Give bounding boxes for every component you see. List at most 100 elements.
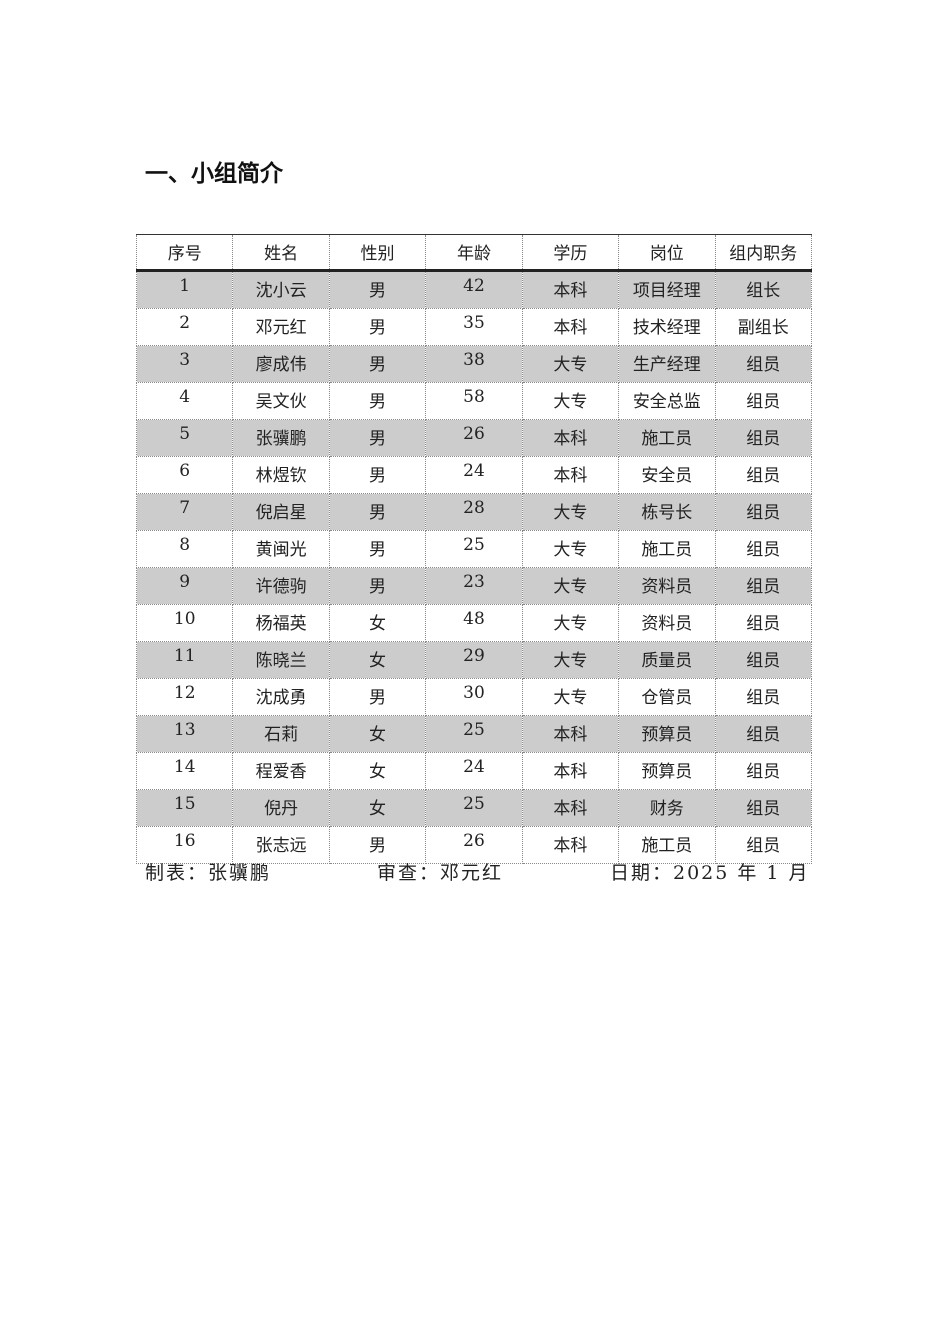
made-by: 制表：张骥鹏: [145, 862, 272, 884]
table-cell: 倪丹: [232, 789, 330, 827]
table-cell: 男: [328, 567, 427, 605]
table-cell: 本科: [521, 789, 620, 827]
table-row: 14 程爱香女 24 本科 预算员 组员: [135, 752, 813, 790]
table-cell: 栋号长: [618, 493, 716, 531]
table-cell: 女: [328, 715, 427, 753]
column-header: 岗位: [618, 234, 716, 272]
table-cell: 7: [135, 493, 234, 531]
table-cell: 25: [425, 530, 523, 568]
table-cell: 组员: [714, 715, 813, 753]
table-cell: 施工员: [618, 530, 716, 568]
table-cell: 组员: [714, 826, 813, 864]
table-cell: 本科: [521, 456, 620, 494]
table-cell: 男: [328, 270, 427, 309]
table-cell: 男: [328, 382, 427, 420]
table-cell: 廖成伟: [232, 345, 330, 383]
table-cell: 38: [425, 345, 523, 383]
table-cell: 安全总监: [618, 382, 716, 420]
table-cell: 35: [425, 308, 523, 346]
table-cell: 石莉: [232, 715, 330, 753]
table-cell: 男: [328, 678, 427, 716]
table-cell: 大专: [521, 382, 620, 420]
table-cell: 大专: [521, 678, 620, 716]
table-cell: 1: [135, 270, 234, 309]
table-cell: 女: [328, 752, 427, 790]
table-cell: 本科: [521, 752, 620, 790]
table-header-row: 序号 姓名 性别 年龄 学历 岗位 组内职务: [135, 234, 813, 272]
table-cell: 15: [135, 789, 234, 827]
table-cell: 26: [425, 419, 523, 457]
table-cell: 程爱香: [232, 752, 330, 790]
table-cell: 2: [135, 308, 234, 346]
table-row: 1 沈小云男 42 本科 项目经理 组长: [135, 270, 813, 309]
table-cell: 大专: [521, 530, 620, 568]
table-cell: 预算员: [618, 752, 716, 790]
table-cell: 58: [425, 382, 523, 420]
table-cell: 施工员: [618, 419, 716, 457]
table-cell: 男: [328, 530, 427, 568]
table-cell: 倪启星: [232, 493, 330, 531]
table-cell: 23: [425, 567, 523, 605]
table-cell: 42: [425, 270, 523, 309]
table-cell: 大专: [521, 641, 620, 679]
table-row: 6 林煜钦男 24 本科 安全员 组员: [135, 456, 813, 494]
table-cell: 男: [328, 456, 427, 494]
table-cell: 大专: [521, 345, 620, 383]
table-cell: 资料员: [618, 604, 716, 642]
table-cell: 杨福英: [232, 604, 330, 642]
table-cell: 男: [328, 308, 427, 346]
table-cell: 组长: [714, 270, 813, 309]
table-cell: 10: [135, 604, 234, 642]
table-cell: 男: [328, 345, 427, 383]
table-cell: 大专: [521, 567, 620, 605]
table-cell: 林煜钦: [232, 456, 330, 494]
table-cell: 16: [135, 826, 234, 864]
table-cell: 6: [135, 456, 234, 494]
table-cell: 张志远: [232, 826, 330, 864]
table-row: 15 倪丹女 25 本科 财务 组员: [135, 789, 813, 827]
table-cell: 男: [328, 826, 427, 864]
table-row: 5 张骥鹏男 26 本科 施工员 组员: [135, 419, 813, 457]
table-cell: 5: [135, 419, 234, 457]
group-member-table: 序号 姓名 性别 年龄 学历 岗位 组内职务 1 沈小云男 42 本科 项目经理 组长 2 邓元红男 35 本…: [135, 234, 813, 864]
table-cell: 组员: [714, 789, 813, 827]
table-cell: 12: [135, 678, 234, 716]
table-cell: 组员: [714, 641, 813, 679]
table-row: 8 黄闽光男 25 大专 施工员 组员: [135, 530, 813, 568]
table-cell: 本科: [521, 826, 620, 864]
table-cell: 组员: [714, 345, 813, 383]
table-cell: 组员: [714, 456, 813, 494]
table-cell: 30: [425, 678, 523, 716]
table-cell: 组员: [714, 678, 813, 716]
table-cell: 24: [425, 456, 523, 494]
table-cell: 邓元红: [232, 308, 330, 346]
table-cell: 施工员: [618, 826, 716, 864]
table-row: 2 邓元红男 35 本科 技术经理 副组长: [135, 308, 813, 346]
table-cell: 本科: [521, 419, 620, 457]
table-cell: 组员: [714, 493, 813, 531]
table-cell: 24: [425, 752, 523, 790]
section-title: 一、小组简介: [145, 161, 283, 187]
table-row: 10 杨福英女 48 大专 资料员 组员: [135, 604, 813, 642]
table-row: 16 张志远男 26 本科 施工员 组员: [135, 826, 813, 864]
table-cell: 黄闽光: [232, 530, 330, 568]
table-cell: 组员: [714, 419, 813, 457]
table-cell: 组员: [714, 567, 813, 605]
table-cell: 14: [135, 752, 234, 790]
table-cell: 25: [425, 789, 523, 827]
table-cell: 生产经理: [618, 345, 716, 383]
table-cell: 本科: [521, 308, 620, 346]
table-cell: 48: [425, 604, 523, 642]
table-cell: 本科: [521, 715, 620, 753]
table-cell: 仓管员: [618, 678, 716, 716]
table-cell: 沈小云: [232, 270, 330, 309]
table-row: 13 石莉女 25 本科 预算员 组员: [135, 715, 813, 753]
table-cell: 13: [135, 715, 234, 753]
table-cell: 组员: [714, 752, 813, 790]
column-header: 学历: [521, 234, 620, 272]
table-row: 11 陈晓兰女 29 大专 质量员 组员: [135, 641, 813, 679]
table-cell: 组员: [714, 604, 813, 642]
table-row: 12 沈成勇男 30 大专 仓管员 组员: [135, 678, 813, 716]
table-cell: 大专: [521, 493, 620, 531]
table-cell: 组员: [714, 530, 813, 568]
